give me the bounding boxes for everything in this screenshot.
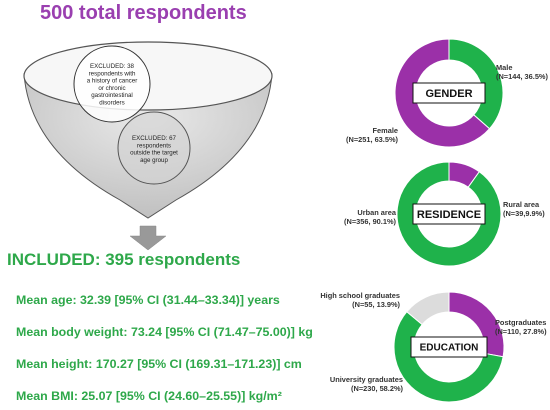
excluded-2-line: outside the target (130, 150, 178, 157)
excluded-2-line: respondents (137, 142, 171, 149)
gender-label-line: Female (373, 126, 398, 135)
education-label-university-graduates: University graduates (N=230, 58.2%) (330, 375, 404, 393)
gender-label-line: (N=144, 36.5%) (496, 72, 549, 81)
gender-label-female: Female (N=251, 63.5%) (346, 126, 399, 144)
stat-mean-height: Mean height: 170.27 [95% CI (169.31–171.… (16, 357, 302, 371)
residence-center-label: RESIDENCE (417, 209, 481, 221)
excluded-1-line: EXCLUDED: 38 (90, 63, 135, 70)
education-label-line: (N=110, 27.8%) (495, 327, 547, 336)
education-label-postgraduates: Postgraduates (N=110, 27.8%) (495, 318, 547, 336)
excluded-1-line: disorders (99, 100, 124, 107)
education-label-line: Postgraduates (495, 318, 546, 327)
total-respondents-title: 500 total respondents (40, 2, 247, 24)
gender-slice-female (394, 38, 491, 148)
gender-donut-chart: GENDER Male (N=144, 36.5%) Female (N=251, 63… (346, 38, 549, 148)
education-center-box (410, 336, 488, 358)
gender-center-label: GENDER (425, 88, 472, 100)
education-label-line: High school graduates (320, 291, 400, 300)
education-center-label: EDUCATION (420, 343, 479, 354)
stat-mean-bmi: Mean BMI: 25.07 [95% CI (24.60–25.55)] k… (16, 389, 282, 403)
education-label-line: (N=230, 58.2%) (351, 384, 404, 393)
stat-mean-age: Mean age: 32.39 [95% CI (31.44–33.34)] y… (16, 293, 280, 307)
down-arrow-icon (129, 225, 167, 251)
gender-center-box (412, 82, 486, 104)
education-label-line: (N=55, 13.9%) (352, 300, 400, 309)
residence-slice-urban-area (396, 161, 502, 267)
stat-mean-weight: Mean body weight: 73.24 [95% CI (71.47–7… (16, 325, 313, 339)
education-label-high-school-graduates: High school graduates (N=55, 13.9%) (320, 291, 400, 309)
excluded-1-line: gastrointestinal (91, 92, 133, 99)
excluded-2-line: EXCLUDED: 67 (132, 135, 177, 142)
excluded-1-line: a history of cancer (87, 78, 138, 85)
residence-label-rural-area: Rural area (N=39,9.9%) (503, 200, 545, 218)
gender-label-line: Male (496, 63, 512, 72)
included-respondents: INCLUDED: 395 respondents (7, 250, 241, 269)
excluded-2-line: age group (140, 157, 168, 164)
residence-donut-chart: RESIDENCE Rural area (N=39,9.9%) Urban area… (344, 161, 545, 267)
residence-label-line: Urban area (357, 208, 397, 217)
education-donut-chart: EDUCATION Postgraduates (N=110, 27.8%) Univ… (320, 291, 547, 403)
education-slice-university-graduates (393, 311, 504, 403)
excluded-circle-2: EXCLUDED: 67 respondents outside the targe… (117, 111, 191, 185)
excluded-circle-1: EXCLUDED: 38 respondents with a history of… (73, 45, 151, 123)
education-label-line: University graduates (330, 375, 403, 384)
gender-slice-male (448, 38, 504, 130)
residence-label-urban-area: Urban area (N=356, 90.1%) (344, 208, 397, 226)
residence-center-box (412, 203, 486, 225)
residence-label-line: (N=356, 90.1%) (344, 217, 397, 226)
gender-label-male: Male (N=144, 36.5%) (496, 63, 549, 81)
gender-label-line: (N=251, 63.5%) (346, 135, 399, 144)
excluded-1-line: or chronic (98, 85, 125, 92)
excluded-1-line: respondents with (89, 70, 136, 77)
education-slice-high-school-graduates (406, 291, 450, 326)
residence-label-line: (N=39,9.9%) (503, 209, 545, 218)
residence-label-line: Rural area (503, 200, 540, 209)
